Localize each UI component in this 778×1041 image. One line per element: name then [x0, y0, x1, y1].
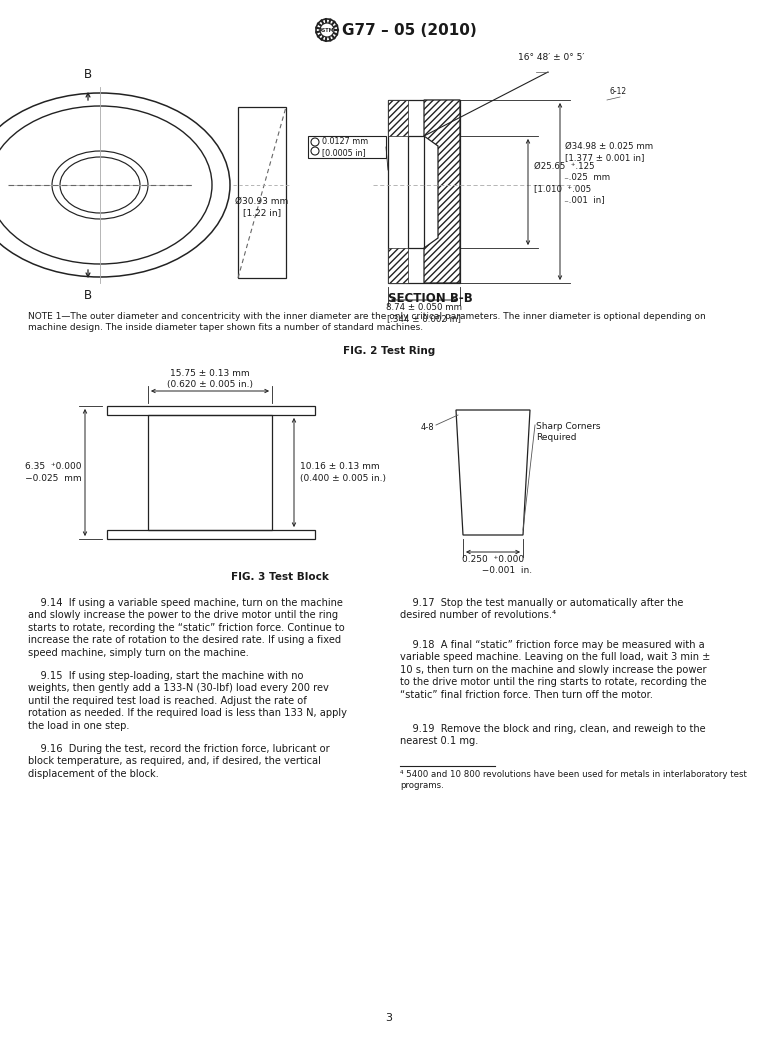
- Bar: [308, 136, 386, 158]
- Bar: [107, 406, 315, 415]
- Polygon shape: [424, 100, 460, 283]
- Text: B: B: [84, 68, 92, 81]
- Text: 6-12: 6-12: [610, 87, 627, 96]
- Text: FIG. 2 Test Ring: FIG. 2 Test Ring: [343, 346, 435, 356]
- Text: 0.0127 mm: 0.0127 mm: [322, 137, 368, 146]
- Circle shape: [316, 19, 338, 41]
- Text: 3: 3: [386, 1013, 392, 1023]
- Text: 9.16  During the test, record the friction force, lubricant or
block temperature: 9.16 During the test, record the frictio…: [28, 744, 330, 779]
- Polygon shape: [388, 100, 408, 136]
- Text: B: B: [84, 289, 92, 302]
- Text: 16° 48′ ± 0° 5′: 16° 48′ ± 0° 5′: [518, 53, 584, 62]
- Text: 9.15  If using step-loading, start the machine with no
weights, then gently add : 9.15 If using step-loading, start the ma…: [28, 671, 347, 731]
- Text: 9.19  Remove the block and ring, clean, and reweigh to the
nearest 0.1 mg.: 9.19 Remove the block and ring, clean, a…: [400, 723, 706, 746]
- Bar: [107, 530, 315, 539]
- Text: Ø30.93 mm
[1.22 in]: Ø30.93 mm [1.22 in]: [236, 197, 289, 218]
- Text: SECTION B-B: SECTION B-B: [387, 291, 472, 305]
- Text: 9.17  Stop the test manually or automatically after the
desired number of revolu: 9.17 Stop the test manually or automatic…: [400, 598, 683, 620]
- Bar: [238, 107, 286, 278]
- Bar: [388, 100, 460, 283]
- Text: NOTE 1—The outer diameter and concentricity with the inner diameter are the only: NOTE 1—The outer diameter and concentric…: [28, 312, 706, 332]
- Text: 0.250  ⁺0.000
          −0.001  in.: 0.250 ⁺0.000 −0.001 in.: [454, 555, 533, 575]
- Text: FIG. 3 Test Block: FIG. 3 Test Block: [231, 572, 329, 582]
- Text: 9.18  A final “static” friction force may be measured with a
variable speed mach: 9.18 A final “static” friction force may…: [400, 640, 710, 700]
- Text: 15.75 ± 0.13 mm
(0.620 ± 0.005 in.): 15.75 ± 0.13 mm (0.620 ± 0.005 in.): [167, 369, 253, 389]
- Text: 6.35  ⁺0.000
       −0.025  mm: 6.35 ⁺0.000 −0.025 mm: [5, 462, 82, 483]
- Bar: [408, 136, 424, 248]
- Text: Ø34.98 ± 0.025 mm
[1.377 ± 0.001 in]: Ø34.98 ± 0.025 mm [1.377 ± 0.001 in]: [565, 142, 653, 162]
- Text: Sharp Corners
Required: Sharp Corners Required: [536, 422, 601, 442]
- Bar: [148, 415, 272, 530]
- Polygon shape: [388, 248, 408, 283]
- Text: G77 – 05 (2010): G77 – 05 (2010): [342, 23, 477, 39]
- Text: ⁴ 5400 and 10 800 revolutions have been used for metals in interlaboratory test
: ⁴ 5400 and 10 800 revolutions have been …: [400, 770, 747, 790]
- Text: 10.16 ± 0.13 mm
(0.400 ± 0.005 in.): 10.16 ± 0.13 mm (0.400 ± 0.005 in.): [300, 462, 386, 483]
- Text: 8.74 ± 0.050 mm
[.344 ± 0.002 in]: 8.74 ± 0.050 mm [.344 ± 0.002 in]: [386, 303, 462, 323]
- Text: ASTM: ASTM: [319, 27, 335, 32]
- Circle shape: [320, 23, 334, 37]
- Text: Ø25.65  ⁺.125
           ₋.025  mm
[1.010  ⁺.005
           ₋.001  in]: Ø25.65 ⁺.125 ₋.025 mm [1.010 ⁺.005 ₋.001…: [534, 161, 610, 204]
- Text: 9.14  If using a variable speed machine, turn on the machine
and slowly increase: 9.14 If using a variable speed machine, …: [28, 598, 345, 658]
- Text: 4-8: 4-8: [420, 424, 434, 432]
- Text: [0.0005 in]: [0.0005 in]: [322, 148, 366, 157]
